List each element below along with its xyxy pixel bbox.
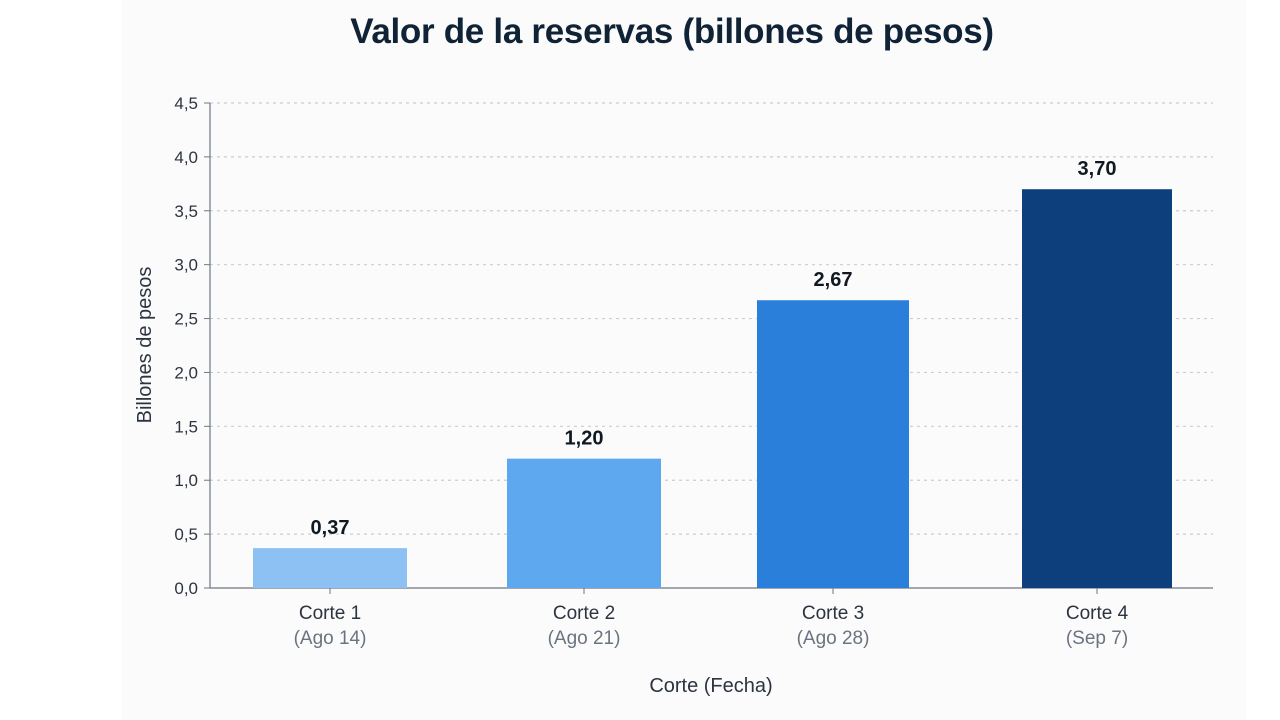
data-label: 0,37 bbox=[311, 517, 350, 539]
chart-title: Valor de la reservas (billones de pesos) bbox=[350, 12, 994, 51]
y-tick-label: 3,0 bbox=[174, 256, 198, 275]
y-tick-label: 4,0 bbox=[174, 148, 198, 167]
data-label: 3,70 bbox=[1078, 158, 1117, 180]
y-tick-label: 1,0 bbox=[174, 471, 198, 490]
y-tick-label: 1,5 bbox=[174, 417, 198, 436]
y-tick-label: 2,0 bbox=[174, 363, 198, 382]
y-tick-label: 0,5 bbox=[174, 525, 198, 544]
x-tick-sublabel: (Sep 7) bbox=[1066, 628, 1128, 649]
x-tick-sublabel: (Ago 28) bbox=[797, 628, 870, 649]
x-tick-label: Corte 4 bbox=[1066, 603, 1129, 624]
data-label: 2,67 bbox=[814, 269, 853, 291]
x-tick-label: Corte 3 bbox=[802, 603, 864, 624]
x-tick-sublabel: (Ago 21) bbox=[548, 628, 621, 649]
x-tick-label: Corte 2 bbox=[553, 603, 615, 624]
y-tick-label: 3,5 bbox=[174, 202, 198, 221]
bar bbox=[253, 548, 407, 588]
bar bbox=[757, 300, 909, 588]
x-axis-title: Corte (Fecha) bbox=[649, 675, 772, 697]
y-axis-title: Billones de pesos bbox=[134, 267, 156, 424]
bar bbox=[507, 458, 661, 588]
bar bbox=[1022, 189, 1172, 588]
x-tick-sublabel: (Ago 14) bbox=[294, 628, 367, 649]
y-tick-label: 2,5 bbox=[174, 310, 198, 329]
data-label: 1,20 bbox=[565, 428, 604, 450]
x-tick-label: Corte 1 bbox=[299, 603, 361, 624]
y-tick-label: 0,0 bbox=[174, 579, 198, 598]
y-tick-label: 4,5 bbox=[174, 94, 198, 113]
